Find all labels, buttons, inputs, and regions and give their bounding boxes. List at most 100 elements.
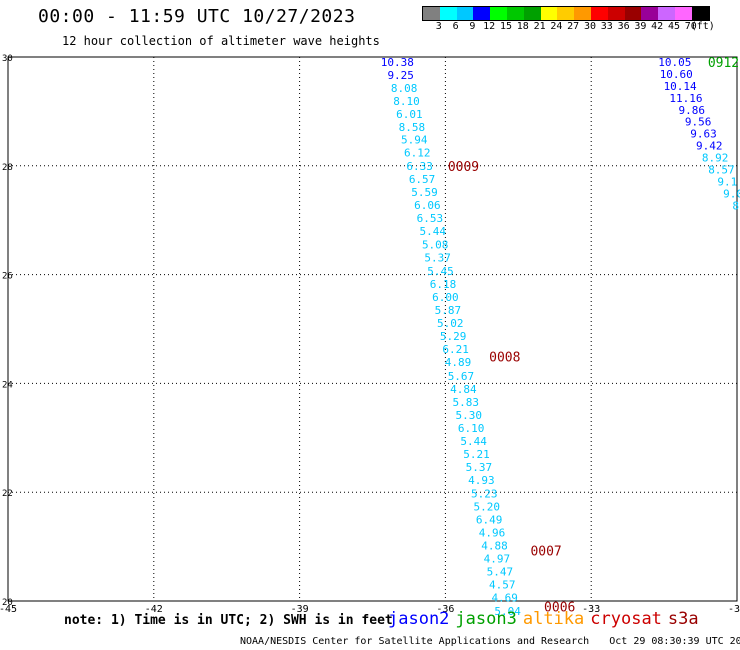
swh-data-label: 4.89 <box>445 356 472 369</box>
plot-frame <box>7 56 738 602</box>
footer-timestamp: Oct 29 08:30:39 UTC 2023 <box>609 636 740 647</box>
color-swatch <box>658 7 675 20</box>
swh-data-label: 5.44 <box>420 225 447 238</box>
color-scale-label: 6 <box>452 21 459 32</box>
color-scale-label: 33 <box>600 21 613 32</box>
swh-data-label: 5.67 <box>448 370 475 383</box>
swh-data-label: 5.45 <box>427 265 454 278</box>
color-scale-label: 45 <box>667 21 681 32</box>
swh-data-label: 4.88 <box>481 540 508 553</box>
color-scale-labels: 3 6 9 12 15 18 21 24 27 30 33 36 39 42 45 70 (ft) <box>422 21 740 33</box>
x-tick-label: -36 <box>436 604 454 615</box>
color-swatch <box>456 7 474 20</box>
color-swatch <box>557 7 575 20</box>
color-swatch <box>674 7 692 20</box>
swh-data-label: 6.00 <box>432 291 459 304</box>
y-tick-label: 26 <box>2 272 13 282</box>
swh-data-label: 4.84 <box>450 383 477 396</box>
swh-data-label: 4.96 <box>479 526 506 539</box>
swh-data-label: 5.37 <box>466 461 493 474</box>
color-swatch <box>506 7 524 20</box>
footer-credit: NOAA/NESDIS Center for Satellite Applica… <box>240 636 590 647</box>
swh-data-label: 5.23 <box>471 487 498 500</box>
swh-data-label: 9.56 <box>685 116 712 129</box>
swh-data-label: 5.44 <box>460 435 487 448</box>
swh-data-label: 10.38 <box>381 56 414 69</box>
x-tick-label: -33 <box>582 604 600 615</box>
color-swatch <box>473 7 491 20</box>
pass-time-label: 0008 <box>489 351 520 366</box>
swh-data-label: 9.63 <box>690 128 717 141</box>
swh-data-label: 6.06 <box>414 199 441 212</box>
color-scale-label: 12 <box>483 21 496 32</box>
y-tick-label: 22 <box>2 489 13 499</box>
y-tick-label: 28 <box>2 163 13 173</box>
color-scale-label: 24 <box>550 21 563 32</box>
y-tick-label: 24 <box>2 380 13 390</box>
swh-data-label: 9.25 <box>387 69 414 82</box>
swh-data-label: 4.93 <box>468 474 495 487</box>
swh-data-label: 8.92 <box>702 152 729 165</box>
legend-entry-jason3: jason3 <box>455 609 517 629</box>
swh-data-label: 6.57 <box>409 173 436 186</box>
pass-time-label: 0007 <box>530 544 561 559</box>
swh-data-label: 6.01 <box>396 108 423 121</box>
swh-data-label: 5.87 <box>435 304 462 317</box>
legend-entry-cryosat: cryosat <box>590 609 662 629</box>
color-scale-label: 9 <box>469 21 476 32</box>
swh-data-label: 8.57 <box>708 164 735 177</box>
color-swatch <box>691 7 709 20</box>
swh-data-label: 9.86 <box>679 104 706 117</box>
swh-data-label: 5.94 <box>401 134 428 147</box>
swh-data-label: 10.14 <box>664 80 697 93</box>
swh-data-label: 4.97 <box>484 553 511 566</box>
color-swatch <box>607 7 625 20</box>
swh-data-label: 6.53 <box>417 212 444 225</box>
swh-data-label: 5.29 <box>440 330 467 343</box>
swh-data-label: 5.37 <box>424 252 451 265</box>
swh-data-label: 5.47 <box>487 566 514 579</box>
satellite-legend: jason2 jason3 altika cryosat s3a <box>388 609 705 629</box>
swh-data-label: 6.33 <box>406 160 433 173</box>
swh-data-label: 8.58 <box>399 121 426 134</box>
color-scale-label: (ft) <box>690 21 715 32</box>
chart-title: 00:00 - 11:59 UTC 10/27/2023 <box>38 6 356 27</box>
color-scale-label: 18 <box>516 21 529 32</box>
swh-data-label: 4.69 <box>491 592 518 605</box>
color-scale-label: 42 <box>651 21 664 32</box>
color-scale-bar <box>422 6 710 21</box>
color-swatch <box>439 7 457 20</box>
color-scale-label: 21 <box>533 21 546 32</box>
swh-data-label: 9.1 <box>717 176 737 189</box>
color-swatch <box>624 7 642 20</box>
swh-data-label: 6.10 <box>458 422 485 435</box>
swh-data-label: 5.83 <box>453 396 480 409</box>
x-tick-label: -39 <box>291 604 309 615</box>
color-swatch <box>490 7 507 20</box>
swh-data-label: 5.30 <box>455 409 482 422</box>
pass-time-label: 0009 <box>448 160 479 175</box>
color-swatch <box>641 7 659 20</box>
color-swatch <box>574 7 591 20</box>
legend-entry-altika: altika <box>522 609 585 629</box>
legend-entry-jason2: jason2 <box>388 609 450 629</box>
swh-data-label: 6.18 <box>430 278 457 291</box>
color-scale-label: 15 <box>499 21 513 32</box>
color-swatch <box>523 7 541 20</box>
footnote: note: 1) Time is in UTC; 2) SWH is in fe… <box>64 613 393 628</box>
x-tick-label: -30 <box>728 604 740 615</box>
y-tick-label: 20 <box>2 598 13 608</box>
swh-data-label: 5.21 <box>463 448 490 461</box>
chart-subtitle: 12 hour collection of altimeter wave hei… <box>62 34 380 48</box>
swh-data-label: 5.08 <box>422 239 449 252</box>
swh-data-label: 6.21 <box>442 343 469 356</box>
color-swatch <box>423 7 440 20</box>
color-swatch <box>540 7 558 20</box>
swh-data-label: 8. <box>732 200 740 213</box>
swh-data-label: 6.49 <box>476 513 503 526</box>
swh-data-label: 10.05 <box>658 56 691 69</box>
footer: NOAA/NESDIS Center for Satellite Applica… <box>240 636 740 647</box>
color-scale-label: 39 <box>634 21 647 32</box>
